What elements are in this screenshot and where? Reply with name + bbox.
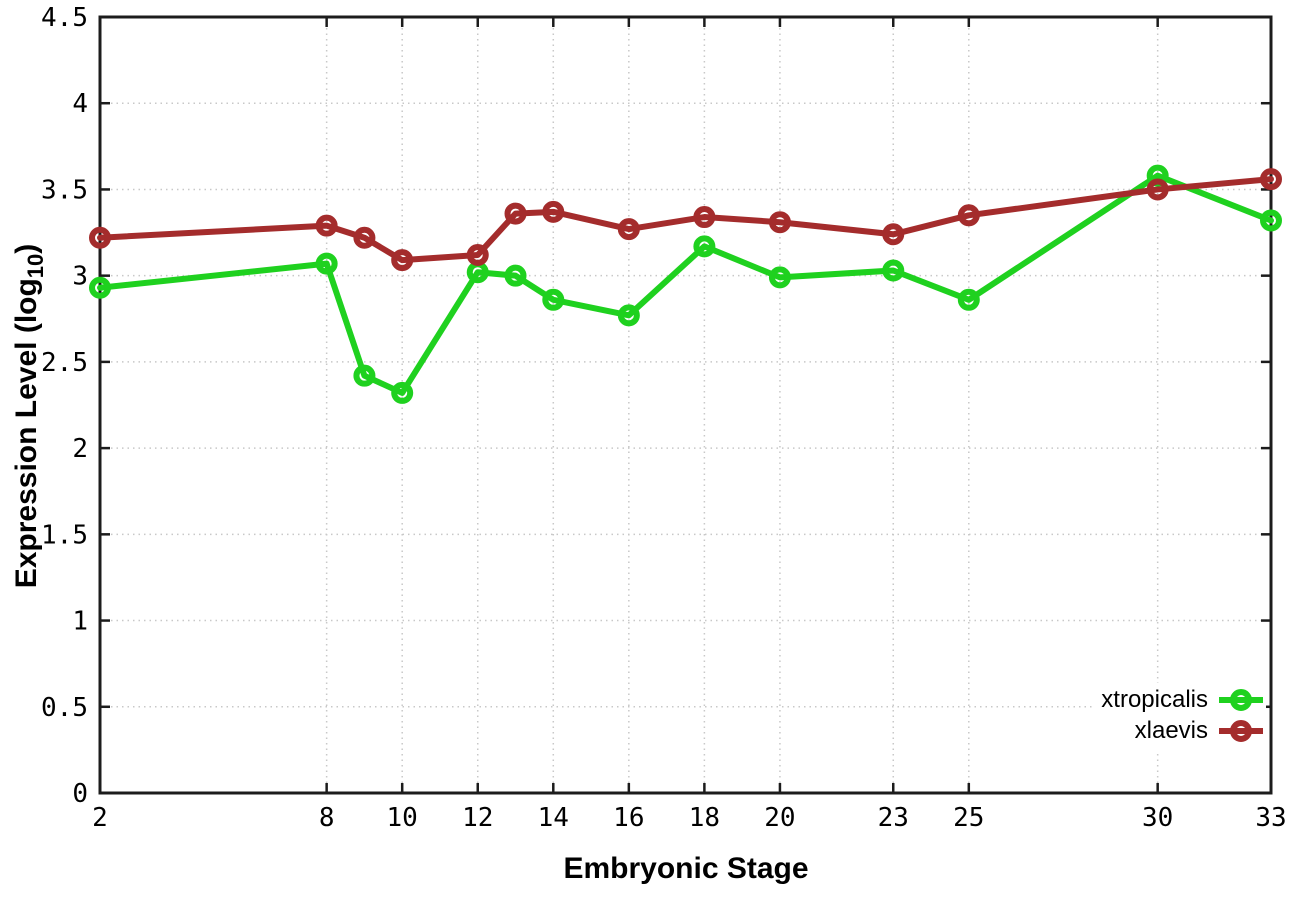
data-point-xlaevis — [504, 202, 527, 225]
data-point-xtropicalis — [1260, 209, 1282, 232]
data-point-xlaevis — [315, 214, 338, 237]
data-point-xlaevis — [89, 226, 111, 249]
legend-item-xlaevis: xlaevis — [1135, 716, 1264, 746]
x-tick-label: 10 — [387, 803, 418, 833]
x-tick-label: 18 — [689, 803, 720, 833]
data-point-xtropicalis — [391, 381, 414, 404]
data-point-xlaevis — [768, 211, 791, 234]
data-point-xlaevis — [542, 200, 565, 223]
x-tick-label: 16 — [613, 803, 644, 833]
legend-label-xtropicalis: xtropicalis — [1101, 686, 1208, 713]
x-tick-label: 12 — [462, 803, 493, 833]
data-point-xtropicalis — [957, 288, 980, 311]
legend-item-xtropicalis: xtropicalis — [1101, 685, 1264, 715]
y-tick-label: 2 — [72, 434, 88, 464]
data-point-xtropicalis — [315, 252, 338, 275]
series-line-xtropicalis — [97, 172, 1274, 396]
data-point-xlaevis — [1146, 178, 1169, 201]
y-tick-label: 1.5 — [41, 520, 88, 550]
y-tick-label: 4.5 — [41, 3, 88, 33]
y-axis-title-end: ) — [10, 243, 43, 254]
data-point-xtropicalis — [89, 276, 111, 299]
x-tick-label: 20 — [764, 803, 795, 833]
x-tick-label: 30 — [1142, 803, 1173, 833]
data-point-xlaevis — [882, 223, 905, 246]
data-point-xtropicalis — [353, 364, 376, 387]
y-tick-label: 4 — [72, 89, 88, 119]
x-tick-label: 25 — [953, 803, 984, 833]
y-tick-label: 0 — [72, 779, 88, 809]
y-tick-label: 1 — [72, 607, 88, 637]
legend-marker-xlaevis — [1219, 720, 1263, 742]
y-tick-label: 2.5 — [41, 348, 88, 378]
data-point-xlaevis — [1260, 168, 1282, 191]
data-point-xtropicalis — [693, 235, 716, 258]
data-point-xlaevis — [693, 206, 716, 229]
x-tick-label: 14 — [538, 803, 569, 833]
legend: xtropicalis xlaevis — [1093, 683, 1266, 750]
x-axis-title: Embryonic Stage — [563, 852, 809, 885]
x-tick-label: 8 — [319, 803, 335, 833]
data-point-xlaevis — [353, 226, 376, 249]
legend-label-xlaevis: xlaevis — [1134, 717, 1208, 744]
data-point-xtropicalis — [882, 259, 905, 282]
x-tick-label: 2 — [92, 803, 108, 833]
y-axis-title-main: Expression Level (log — [10, 278, 43, 589]
data-point-xtropicalis — [504, 264, 527, 287]
data-point-xtropicalis — [542, 288, 565, 311]
legend-marker-xtropicalis — [1219, 689, 1263, 711]
data-point-xtropicalis — [617, 304, 640, 327]
y-axis-title-subscript: 10 — [23, 253, 48, 279]
x-tick-label: 23 — [878, 803, 909, 833]
data-point-xlaevis — [617, 218, 640, 241]
data-point-xtropicalis — [768, 266, 791, 289]
legend-ring-icon — [1230, 689, 1252, 711]
plot-border — [98, 15, 1273, 795]
y-tick-label: 3 — [72, 262, 88, 292]
y-tick-label: 0.5 — [41, 693, 88, 723]
x-tick-label: 33 — [1255, 803, 1286, 833]
data-point-xlaevis — [466, 243, 489, 266]
y-axis-title: Expression Level (log10) — [10, 243, 48, 589]
data-point-xlaevis — [391, 249, 414, 272]
data-point-xlaevis — [957, 204, 980, 227]
y-tick-label: 3.5 — [41, 175, 88, 205]
legend-ring-icon — [1230, 720, 1252, 742]
